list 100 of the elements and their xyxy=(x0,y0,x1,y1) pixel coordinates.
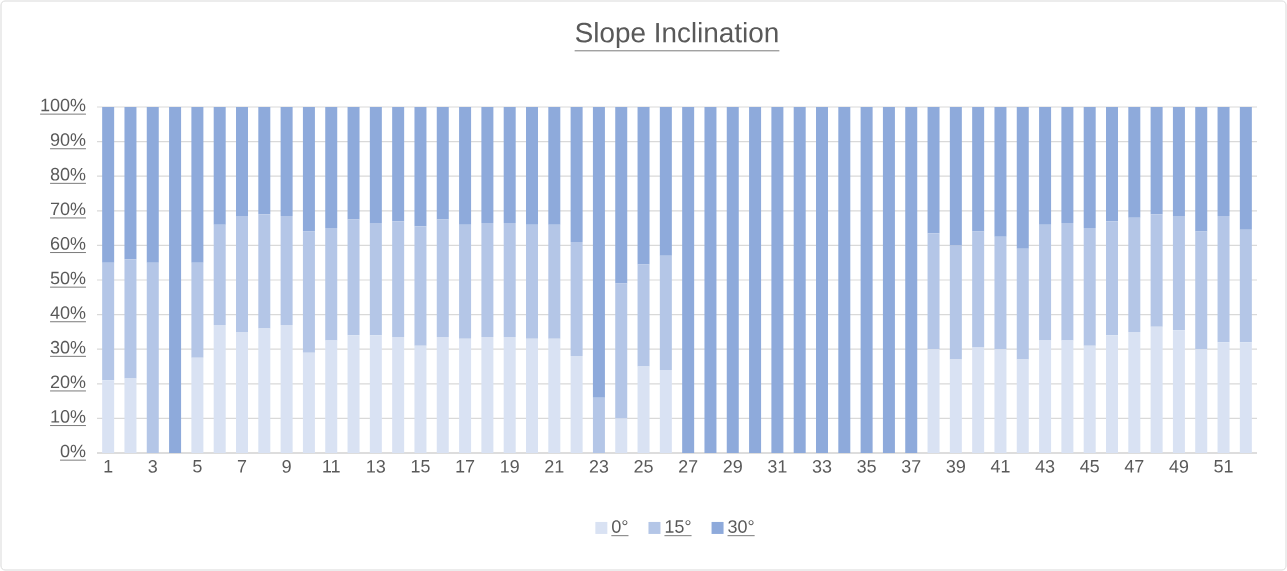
bar xyxy=(1106,335,1118,453)
bar xyxy=(548,107,561,225)
bar xyxy=(816,107,828,453)
bar xyxy=(548,338,561,453)
bar xyxy=(436,107,449,220)
x-tick-label: 27 xyxy=(679,460,698,473)
bar xyxy=(526,224,538,339)
x-tick-label: 5 xyxy=(193,460,202,473)
x-tick-label: 11 xyxy=(323,460,340,473)
bar xyxy=(1039,107,1052,225)
x-tick-label: 47 xyxy=(1124,460,1144,473)
x-tick-label: 35 xyxy=(857,460,876,473)
bar xyxy=(302,231,315,353)
legend-label: 15° xyxy=(665,520,691,533)
bar xyxy=(258,328,271,453)
x-tick-label: 21 xyxy=(545,460,564,473)
bar xyxy=(369,335,382,453)
bar xyxy=(659,107,672,256)
bar xyxy=(1217,342,1230,453)
bar xyxy=(682,107,695,453)
bar xyxy=(302,352,315,453)
x-tick-label: 7 xyxy=(237,460,247,473)
bar xyxy=(102,107,115,263)
bar xyxy=(927,349,940,453)
x-tick-label: 29 xyxy=(723,460,742,473)
bar xyxy=(749,107,762,453)
bar xyxy=(637,107,650,265)
bar xyxy=(994,236,1007,350)
bar xyxy=(481,222,494,338)
y-tick-label: 0% xyxy=(60,444,86,458)
bar xyxy=(1128,331,1141,453)
bar xyxy=(1239,229,1252,343)
bar xyxy=(1172,330,1185,453)
bar xyxy=(280,107,293,216)
bar xyxy=(1016,107,1029,249)
x-tick-label: 3 xyxy=(148,460,157,473)
bar xyxy=(414,345,427,453)
x-tick-label: 13 xyxy=(367,460,386,473)
bar xyxy=(592,397,605,453)
bar xyxy=(369,222,382,336)
bar xyxy=(1172,215,1185,331)
bar xyxy=(927,233,940,350)
y-tick-label: 50% xyxy=(50,271,86,285)
bar xyxy=(146,107,159,263)
x-tick-label: 33 xyxy=(812,460,832,473)
bar xyxy=(102,262,115,381)
bar xyxy=(771,107,784,453)
bar xyxy=(615,107,628,284)
bar xyxy=(459,224,472,339)
bar xyxy=(169,107,182,453)
bar xyxy=(570,241,583,357)
bar xyxy=(369,107,382,223)
x-tick-label: 25 xyxy=(634,460,653,473)
bar xyxy=(347,219,360,336)
bar xyxy=(949,245,962,360)
bar xyxy=(994,107,1007,237)
bar xyxy=(1061,222,1074,341)
bar xyxy=(838,107,851,453)
x-tick-label: 49 xyxy=(1169,460,1189,473)
bar xyxy=(659,369,672,453)
bar xyxy=(1083,228,1096,346)
bar xyxy=(258,107,271,215)
bar xyxy=(905,107,918,453)
bar xyxy=(1195,349,1208,453)
x-tick-label: 19 xyxy=(501,460,519,473)
y-tick-label: 60% xyxy=(50,237,86,250)
bar xyxy=(949,107,962,246)
bar xyxy=(436,219,449,338)
bar xyxy=(459,107,472,225)
y-tick-label: 20% xyxy=(50,375,86,389)
bar xyxy=(302,107,315,232)
bar xyxy=(191,357,204,453)
chart-title: Slope Inclination xyxy=(575,22,778,49)
bar xyxy=(548,224,561,339)
bar xyxy=(949,359,962,453)
bar xyxy=(1106,221,1118,336)
bar xyxy=(325,228,338,341)
x-tick-label: 1 xyxy=(104,460,113,473)
bar xyxy=(213,224,226,325)
bar xyxy=(503,107,516,223)
bar xyxy=(146,262,159,453)
bar xyxy=(1150,326,1163,453)
bar xyxy=(972,347,985,453)
bar xyxy=(481,107,494,223)
bar xyxy=(280,324,293,453)
bar xyxy=(1039,224,1052,341)
x-tick-label: 43 xyxy=(1035,460,1055,473)
bar xyxy=(503,337,516,453)
bar xyxy=(325,340,338,453)
bar xyxy=(436,337,449,453)
bar xyxy=(191,262,204,358)
bar xyxy=(213,324,226,453)
bar xyxy=(1239,107,1252,230)
bar xyxy=(280,215,293,325)
bar xyxy=(347,107,360,220)
bar xyxy=(236,107,248,216)
bar xyxy=(459,338,472,453)
y-tick-label: 90% xyxy=(50,133,86,146)
bar xyxy=(236,331,248,453)
bar xyxy=(1016,248,1029,360)
